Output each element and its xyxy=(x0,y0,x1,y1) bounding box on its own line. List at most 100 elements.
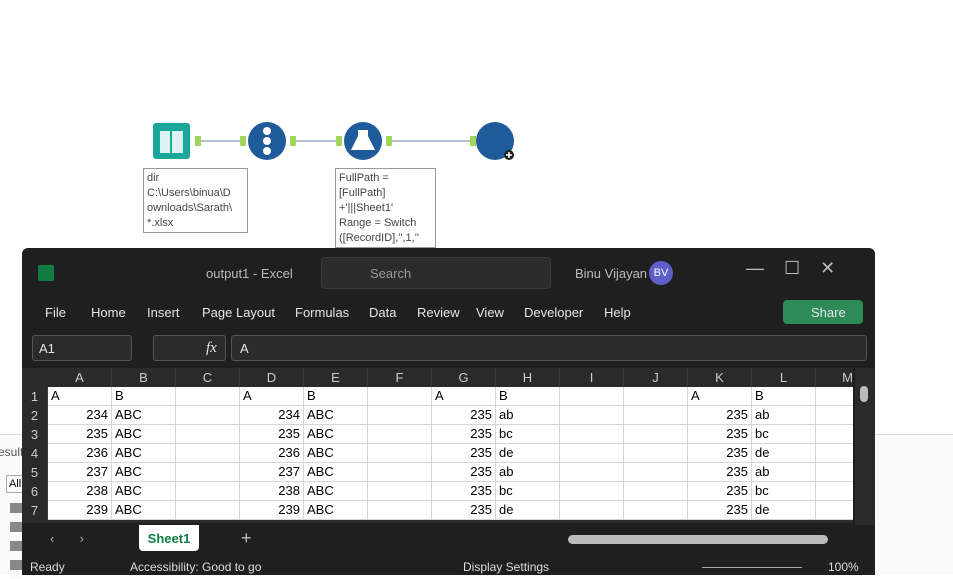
menu-item[interactable]: Data xyxy=(369,305,397,320)
menu-item[interactable]: Insert xyxy=(147,305,180,320)
cell[interactable] xyxy=(176,444,240,463)
zoom-level[interactable]: 100% xyxy=(828,560,859,574)
cell[interactable] xyxy=(816,444,853,463)
cell[interactable] xyxy=(560,482,624,501)
cell[interactable]: A xyxy=(48,387,112,406)
cell[interactable]: A xyxy=(688,387,752,406)
menu-item[interactable]: View xyxy=(476,305,504,320)
input-tool[interactable] xyxy=(153,123,190,159)
menu-item[interactable]: Help xyxy=(604,305,631,320)
cell[interactable] xyxy=(624,501,688,520)
display-settings[interactable]: Display Settings xyxy=(463,560,550,574)
cell[interactable]: 235 xyxy=(432,482,496,501)
cell[interactable] xyxy=(368,482,432,501)
cell[interactable]: 235 xyxy=(432,501,496,520)
row-header[interactable]: 3 xyxy=(22,425,48,444)
cell[interactable] xyxy=(816,463,853,482)
cell[interactable]: 234 xyxy=(48,406,112,425)
cell[interactable] xyxy=(624,387,688,406)
sheet-tab[interactable]: Sheet1 xyxy=(139,525,199,551)
column-header[interactable]: B xyxy=(112,368,176,387)
cell[interactable]: ABC xyxy=(112,463,176,482)
row-header[interactable]: 1 xyxy=(22,387,48,406)
cell[interactable]: 239 xyxy=(240,501,304,520)
row-header[interactable]: 7 xyxy=(22,501,48,520)
cell[interactable]: ABC xyxy=(304,501,368,520)
column-header[interactable]: M xyxy=(816,368,853,387)
column-header[interactable]: C xyxy=(176,368,240,387)
cell[interactable]: de xyxy=(496,501,560,520)
cell[interactable]: 235 xyxy=(432,444,496,463)
cell[interactable]: ab xyxy=(752,406,816,425)
row-header[interactable]: 5 xyxy=(22,463,48,482)
column-header[interactable]: E xyxy=(304,368,368,387)
browse-tool[interactable] xyxy=(476,122,514,160)
zoom-slider[interactable] xyxy=(702,567,802,568)
cell[interactable]: bc xyxy=(752,482,816,501)
cell[interactable]: 235 xyxy=(688,425,752,444)
cell[interactable]: ABC xyxy=(112,501,176,520)
cell[interactable]: 236 xyxy=(240,444,304,463)
cell[interactable]: 235 xyxy=(432,425,496,444)
menu-item[interactable]: Formulas xyxy=(295,305,350,320)
cell[interactable]: ABC xyxy=(112,444,176,463)
cell[interactable] xyxy=(560,406,624,425)
cell[interactable] xyxy=(624,463,688,482)
fx-button[interactable]: fx xyxy=(153,335,226,361)
cell[interactable] xyxy=(816,387,853,406)
accessibility-status[interactable]: Accessibility: Good to go xyxy=(130,560,262,574)
cell[interactable]: B xyxy=(496,387,560,406)
cell[interactable] xyxy=(368,425,432,444)
cell[interactable]: 234 xyxy=(240,406,304,425)
column-header[interactable]: F xyxy=(368,368,432,387)
cell[interactable]: B xyxy=(112,387,176,406)
row-header[interactable]: 6 xyxy=(22,482,48,501)
cell[interactable]: 239 xyxy=(48,501,112,520)
menu-item[interactable]: Page Layout xyxy=(202,305,276,320)
cell[interactable]: 235 xyxy=(688,406,752,425)
cell[interactable] xyxy=(176,387,240,406)
cell[interactable]: ABC xyxy=(112,425,176,444)
cell[interactable] xyxy=(560,444,624,463)
cell[interactable]: ABC xyxy=(112,482,176,501)
cell[interactable]: bc xyxy=(496,425,560,444)
cell[interactable]: ABC xyxy=(304,425,368,444)
menu-item[interactable]: Review xyxy=(417,305,460,320)
cell[interactable] xyxy=(176,406,240,425)
horizontal-scrollbar[interactable] xyxy=(568,535,828,544)
cell[interactable] xyxy=(560,387,624,406)
cell[interactable]: bc xyxy=(496,482,560,501)
cell[interactable]: ab xyxy=(496,406,560,425)
cell[interactable]: A xyxy=(432,387,496,406)
cell[interactable]: 237 xyxy=(48,463,112,482)
cell[interactable]: ABC xyxy=(304,444,368,463)
cell[interactable]: de xyxy=(496,444,560,463)
formula-bar[interactable]: A xyxy=(231,335,867,361)
cell[interactable]: 235 xyxy=(240,425,304,444)
column-header[interactable]: A xyxy=(48,368,112,387)
cell[interactable]: B xyxy=(304,387,368,406)
cell[interactable] xyxy=(624,406,688,425)
cell[interactable]: 238 xyxy=(240,482,304,501)
row-header[interactable]: 2 xyxy=(22,406,48,425)
cell[interactable]: ABC xyxy=(304,482,368,501)
add-sheet[interactable]: + xyxy=(241,528,252,548)
cell[interactable] xyxy=(816,501,853,520)
cell[interactable]: 235 xyxy=(688,463,752,482)
cell[interactable] xyxy=(368,406,432,425)
cell[interactable]: bc xyxy=(752,425,816,444)
column-header[interactable]: H xyxy=(496,368,560,387)
cell[interactable]: A xyxy=(240,387,304,406)
cell[interactable] xyxy=(624,482,688,501)
cell[interactable] xyxy=(176,425,240,444)
cell[interactable] xyxy=(560,501,624,520)
cell[interactable]: ab xyxy=(752,463,816,482)
cell[interactable] xyxy=(176,482,240,501)
menu-item[interactable]: Developer xyxy=(524,305,584,320)
cell[interactable] xyxy=(368,387,432,406)
column-header[interactable]: L xyxy=(752,368,816,387)
menu-item[interactable]: File xyxy=(45,305,66,320)
name-box[interactable]: A1 xyxy=(32,335,132,361)
share-button[interactable]: Share xyxy=(783,300,863,324)
menu-item[interactable]: Home xyxy=(91,305,126,320)
